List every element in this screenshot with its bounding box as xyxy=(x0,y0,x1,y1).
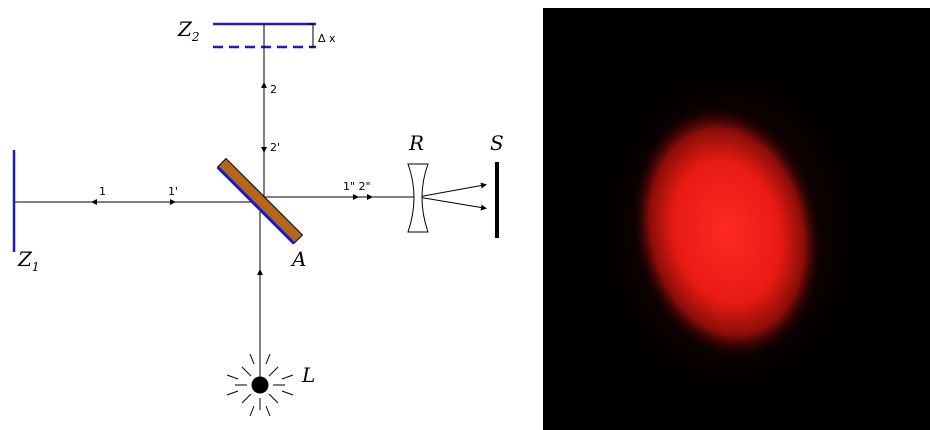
source-label: L xyxy=(301,363,315,387)
subscript: 2 xyxy=(191,30,200,44)
mirror-z2-label: Z2 xyxy=(177,17,200,44)
mirror-z1-label: Z1 xyxy=(17,247,40,274)
light-source xyxy=(227,354,293,416)
screen-label: S xyxy=(490,131,504,155)
label: Z xyxy=(17,247,33,271)
beam-2-prime-label: 2' xyxy=(270,141,280,154)
beam-out-label: 1" 2" xyxy=(343,180,371,193)
beam-1-label: 1 xyxy=(99,185,106,198)
beam-2-label: 2 xyxy=(270,83,277,96)
beam-1-prime-label: 1' xyxy=(168,185,178,198)
interference-photo xyxy=(543,8,930,430)
figure: Z2 Δ x 2 2' 1 1' 1" 2" Z1 A R S xyxy=(0,0,930,430)
label: Z xyxy=(177,17,193,41)
delta-x-label: Δ x xyxy=(318,32,336,45)
lens-label: R xyxy=(408,131,424,155)
subscript: 1 xyxy=(32,260,40,274)
splitter-label: A xyxy=(290,247,306,271)
